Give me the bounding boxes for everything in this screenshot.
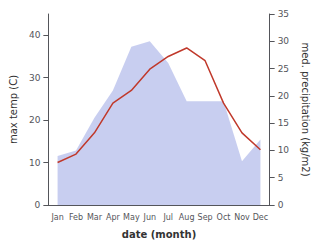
svg-text:20: 20: [29, 115, 41, 125]
svg-text:Jan: Jan: [50, 213, 63, 222]
svg-text:30: 30: [29, 73, 41, 83]
svg-text:Mar: Mar: [87, 213, 103, 222]
svg-text:40: 40: [29, 30, 41, 40]
svg-text:Apr: Apr: [106, 213, 121, 222]
svg-text:10: 10: [29, 158, 41, 168]
svg-text:med. precipitation (kg/m2): med. precipitation (kg/m2): [300, 42, 311, 176]
svg-text:Feb: Feb: [69, 213, 83, 222]
svg-text:25: 25: [278, 64, 289, 74]
svg-text:Oct: Oct: [217, 213, 231, 222]
svg-text:0: 0: [35, 200, 41, 210]
svg-text:Sep: Sep: [198, 213, 213, 222]
svg-text:15: 15: [278, 118, 289, 128]
svg-text:Jul: Jul: [162, 213, 173, 222]
svg-text:max temp (C): max temp (C): [8, 75, 19, 144]
svg-text:30: 30: [278, 36, 290, 46]
svg-text:Aug: Aug: [179, 213, 195, 222]
svg-text:35: 35: [278, 9, 289, 19]
svg-text:date (month): date (month): [122, 229, 196, 240]
svg-text:10: 10: [278, 145, 290, 155]
svg-text:5: 5: [278, 173, 284, 183]
svg-text:Dec: Dec: [253, 213, 268, 222]
svg-text:0: 0: [278, 200, 284, 210]
svg-text:Jun: Jun: [143, 213, 157, 222]
svg-text:Nov: Nov: [234, 213, 250, 222]
svg-text:20: 20: [278, 91, 290, 101]
svg-text:May: May: [123, 213, 140, 222]
